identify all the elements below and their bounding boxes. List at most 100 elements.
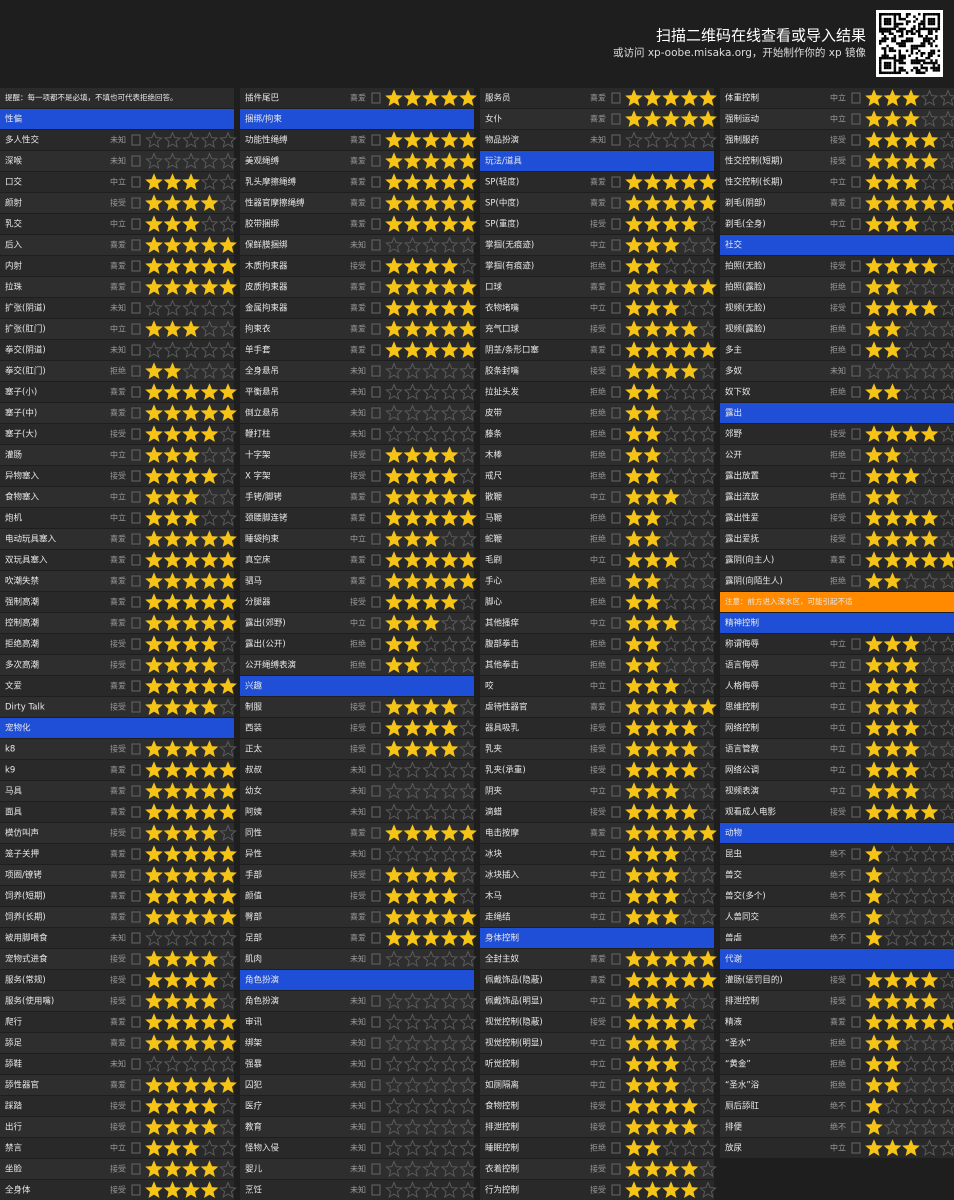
star-filled [902, 152, 920, 170]
qr-module [910, 59, 914, 62]
item-status: 喜爱 [590, 954, 606, 964]
star-filled [883, 89, 902, 107]
qr-module [913, 61, 916, 65]
qr-module [898, 27, 902, 31]
item-label: 精液 [725, 1017, 743, 1028]
star-empty [422, 992, 440, 1010]
qr-module [930, 42, 933, 45]
item-label: 项圈/镣铐 [5, 870, 42, 881]
lock-icon [851, 638, 861, 650]
star-filled [385, 656, 403, 674]
star-empty [680, 908, 699, 926]
lock-icon [611, 848, 621, 860]
item-label: 足部 [245, 933, 263, 944]
qr-module [891, 56, 894, 60]
star-filled [920, 530, 939, 548]
qr-module [930, 54, 933, 57]
lock-icon [131, 428, 141, 440]
star-empty [440, 950, 459, 968]
qr-module [893, 49, 897, 53]
star-filled [643, 761, 662, 779]
lock-icon [611, 1142, 621, 1154]
star-filled [219, 278, 237, 296]
star-filled [883, 320, 902, 338]
star-filled [422, 446, 440, 464]
star-filled [625, 866, 643, 884]
item-status: 喜爱 [350, 576, 366, 586]
item-label: 出行 [5, 1122, 23, 1133]
qr-module [905, 49, 909, 53]
lock-icon [851, 470, 861, 482]
item-status: 喜爱 [110, 1017, 126, 1027]
item-status: 拒绝 [590, 387, 606, 397]
star-empty [699, 719, 717, 737]
qr-module [922, 22, 926, 26]
qr-module [932, 64, 936, 67]
section-title: 露出 [725, 408, 742, 419]
star-filled [200, 1181, 219, 1199]
lock-icon [611, 92, 621, 104]
star-empty [699, 404, 717, 422]
item-label: 昆虫 [725, 849, 743, 860]
star-filled [182, 1181, 200, 1199]
lock-icon [851, 176, 861, 188]
star-filled [200, 467, 219, 485]
star-filled [163, 1097, 182, 1115]
item-status: 未知 [350, 996, 366, 1006]
star-filled [643, 593, 662, 611]
star-filled [680, 194, 699, 212]
item-status: 喜爱 [350, 933, 366, 943]
star-empty [385, 992, 403, 1010]
star-filled [219, 383, 237, 401]
item-label: 视频(无脸) [725, 303, 766, 314]
star-empty [699, 1139, 717, 1157]
star-empty [403, 383, 422, 401]
qr-module [913, 25, 916, 28]
item-status: 中立 [590, 240, 606, 250]
qr-module [925, 39, 928, 43]
star-filled [219, 761, 237, 779]
star-filled [145, 1076, 163, 1094]
item-label: 笼子关押 [5, 849, 39, 860]
star-empty [699, 383, 717, 401]
item-row [240, 1075, 474, 1095]
star-filled [163, 950, 182, 968]
item-row [720, 865, 954, 885]
item-row [240, 1159, 474, 1179]
star-filled [200, 824, 219, 842]
star-empty [440, 992, 459, 1010]
item-status: 未知 [110, 156, 126, 166]
star-filled [385, 719, 403, 737]
section-title: 身体控制 [485, 933, 519, 944]
star-filled [625, 761, 643, 779]
qr-module [915, 71, 919, 75]
lock-icon [131, 260, 141, 272]
star-filled [662, 236, 680, 254]
star-filled [182, 278, 200, 296]
item-label: 模仿叫声 [5, 828, 39, 839]
star-empty [883, 908, 902, 926]
qr-module [893, 37, 897, 40]
item-status: 接受 [590, 324, 606, 334]
qr-module [881, 32, 884, 36]
qr-module [883, 20, 887, 23]
item-label: 露出(郊野) [245, 618, 286, 629]
star-filled [459, 215, 477, 233]
item-label: 如厕隔离 [485, 1080, 519, 1091]
qr-module [900, 34, 904, 38]
star-filled [643, 404, 662, 422]
star-filled [865, 992, 883, 1010]
star-filled [385, 299, 403, 317]
star-filled [680, 320, 699, 338]
star-filled [440, 215, 459, 233]
star-filled [403, 215, 422, 233]
qr-module [932, 13, 936, 16]
star-filled [182, 173, 200, 191]
star-empty [459, 1055, 477, 1073]
star-empty [662, 635, 680, 653]
qr-module [937, 64, 941, 67]
star-empty [920, 908, 939, 926]
star-filled [440, 173, 459, 191]
star-filled [625, 1139, 643, 1157]
item-label: 扩张(肛门) [5, 324, 46, 335]
